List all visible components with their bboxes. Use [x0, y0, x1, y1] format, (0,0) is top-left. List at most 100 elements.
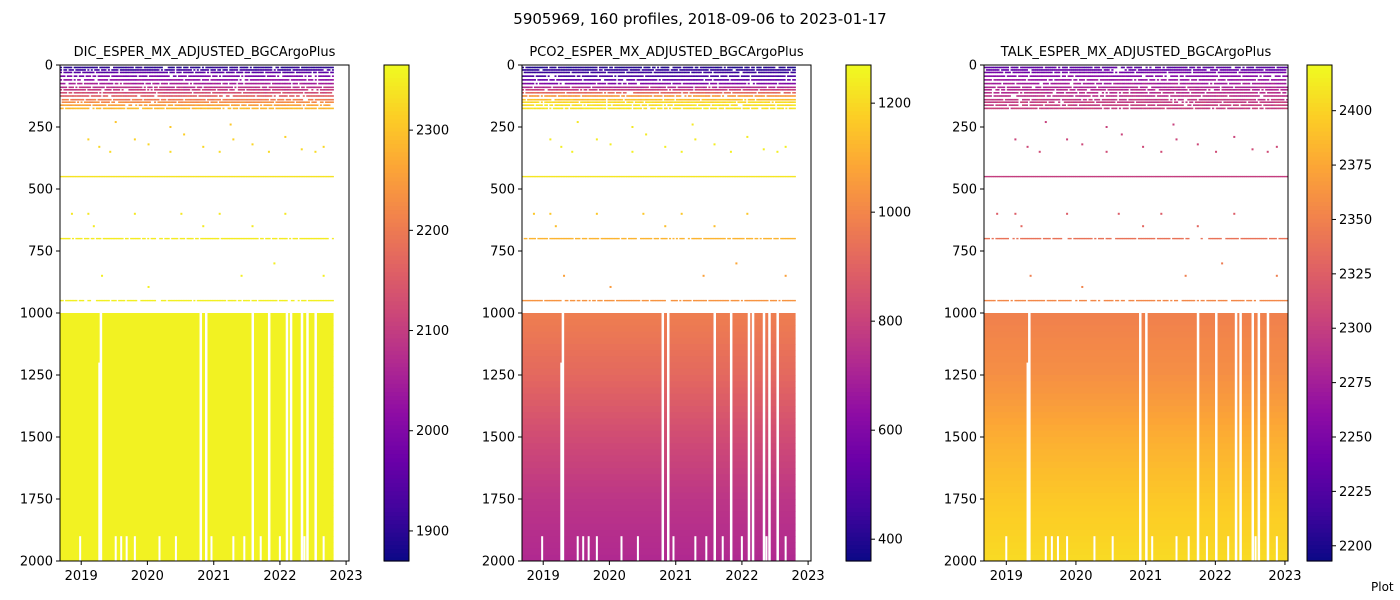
- heatmap-cell: [691, 98, 694, 101]
- heatmap-cell: [325, 86, 328, 89]
- heatmap-cell: [224, 237, 227, 240]
- heatmap-cell: [653, 175, 656, 178]
- heatmap-cell: [783, 91, 786, 94]
- heatmap-cell: [716, 89, 719, 91]
- heatmap-cell: [692, 98, 696, 101]
- heatmap-cell: [176, 104, 179, 106]
- heatmap-cell: [525, 91, 528, 94]
- heatmap-cell: [328, 86, 331, 89]
- heatmap-cell: [169, 86, 172, 89]
- heatmap-cell: [525, 82, 528, 85]
- heatmap-cell: [323, 175, 326, 178]
- heatmap-band: [60, 325, 334, 333]
- heatmap-cell: [136, 69, 139, 71]
- heatmap-cell: [268, 79, 271, 81]
- heatmap-cell: [754, 107, 757, 110]
- heatmap-cell: [547, 69, 550, 71]
- heatmap-cell: [119, 82, 122, 85]
- heatmap-cell: [330, 66, 333, 69]
- heatmap-cell: [585, 95, 588, 97]
- heatmap-cell: [739, 237, 742, 240]
- heatmap-cell: [220, 175, 223, 178]
- heatmap-cell: [330, 91, 333, 94]
- heatmap-cell: [564, 82, 567, 85]
- heatmap-cell: [746, 95, 749, 97]
- heatmap-cell: [107, 89, 110, 91]
- heatmap-cell: [650, 71, 653, 74]
- heatmap-cell: [325, 71, 328, 74]
- heatmap-cell: [776, 237, 779, 240]
- heatmap-cell: [157, 66, 160, 69]
- heatmap-cell: [188, 91, 191, 94]
- heatmap-cell: [638, 89, 641, 91]
- heatmap-cell: [278, 299, 281, 302]
- heatmap-cell: [648, 91, 651, 94]
- heatmap-cell: [70, 89, 73, 91]
- heatmap-cell: [172, 175, 175, 178]
- heatmap-cell: [326, 75, 329, 77]
- colorbar-segment: [384, 279, 409, 285]
- heatmap-cell: [549, 95, 552, 97]
- heatmap-cell: [667, 86, 670, 89]
- heatmap-cell: [597, 237, 600, 240]
- heatmap-cell: [704, 95, 707, 97]
- heatmap-cell: [138, 175, 141, 178]
- heatmap-cell: [530, 86, 533, 89]
- heatmap-cell: [598, 104, 601, 106]
- heatmap-cell: [107, 71, 110, 74]
- heatmap-cell: [222, 66, 225, 69]
- heatmap-cell: [793, 69, 796, 71]
- heatmap-cell: [80, 82, 83, 85]
- heatmap-cell: [713, 95, 716, 97]
- heatmap-cell: [240, 274, 243, 277]
- heatmap-cell: [588, 91, 591, 94]
- heatmap-cell: [780, 71, 783, 74]
- heatmap-cell: [285, 107, 288, 110]
- heatmap-cell: [189, 86, 192, 89]
- heatmap-cell: [725, 89, 728, 91]
- heatmap-cell: [133, 86, 136, 89]
- heatmap-band: [522, 387, 796, 395]
- heatmap-cell: [645, 75, 648, 77]
- heatmap-cell: [542, 82, 545, 85]
- heatmap-cell: [660, 91, 663, 94]
- heatmap-cell: [713, 89, 716, 91]
- heatmap-cell: [768, 95, 771, 97]
- heatmap-cell: [220, 95, 223, 97]
- heatmap-cell: [304, 91, 307, 94]
- heatmap-cell: [242, 69, 245, 71]
- heatmap-cell: [215, 299, 218, 302]
- heatmap-cell: [663, 71, 666, 74]
- heatmap-cell: [114, 175, 117, 178]
- heatmap-cell: [116, 237, 119, 240]
- heatmap-cell: [768, 75, 771, 77]
- heatmap-cell: [655, 75, 658, 77]
- heatmap-cell: [249, 79, 252, 81]
- heatmap-cell: [164, 98, 167, 101]
- heatmap-cell: [715, 107, 718, 110]
- heatmap-cell: [268, 75, 271, 77]
- heatmap-cell: [213, 66, 216, 69]
- heatmap-cell: [321, 89, 324, 91]
- heatmap-cell: [297, 66, 300, 69]
- heatmap-cell: [280, 79, 283, 81]
- heatmap-cell: [326, 107, 329, 110]
- heatmap-cell: [557, 107, 560, 110]
- heatmap-cell: [687, 82, 690, 85]
- heatmap-cell: [130, 299, 133, 302]
- heatmap-cell: [744, 75, 747, 77]
- heatmap-cell: [244, 95, 247, 97]
- heatmap-cell: [766, 104, 769, 106]
- heatmap-cell: [229, 107, 232, 110]
- heatmap-cell: [94, 101, 97, 103]
- heatmap-cell: [559, 101, 562, 103]
- heatmap-cell: [177, 79, 180, 81]
- heatmap-cell: [704, 66, 707, 69]
- heatmap-cell: [545, 237, 548, 240]
- heatmap-cell: [593, 95, 596, 97]
- heatmap-cell: [575, 98, 578, 101]
- heatmap-cell: [590, 69, 593, 71]
- heatmap-cell: [114, 299, 117, 302]
- heatmap-cell: [249, 69, 252, 71]
- heatmap-cell: [143, 71, 146, 74]
